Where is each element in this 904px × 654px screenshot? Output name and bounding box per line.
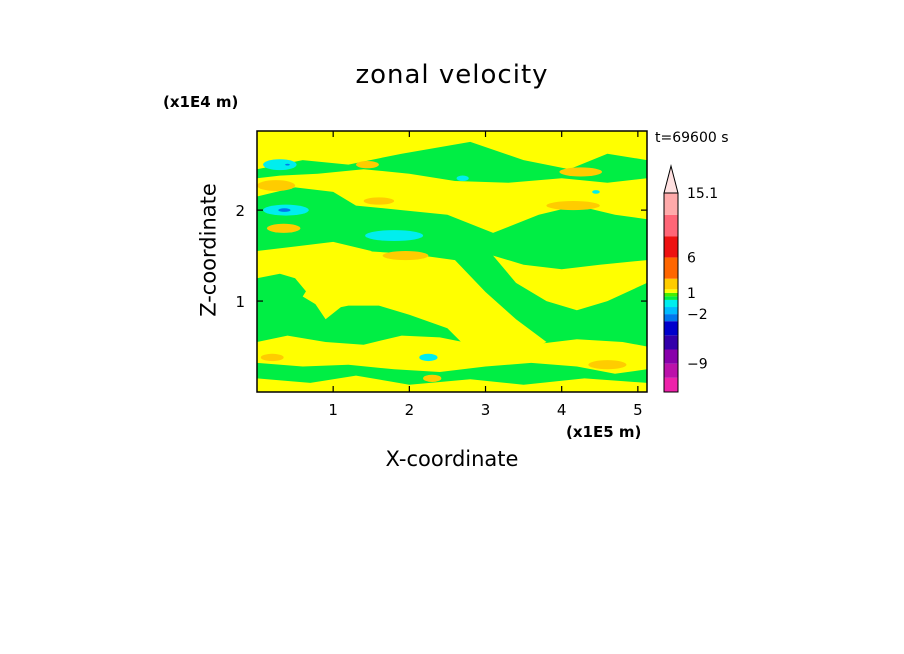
contour-region bbox=[559, 167, 603, 177]
plot-frame bbox=[256, 130, 648, 393]
colorbar-label: 1 bbox=[687, 286, 696, 302]
contour-region bbox=[419, 353, 438, 362]
contour-region bbox=[365, 230, 424, 242]
colorbar-label: −9 bbox=[687, 357, 708, 373]
x-axis: 1 2 3 4 5 bbox=[328, 131, 643, 419]
colorbar-band bbox=[664, 296, 678, 300]
colorbar-label: −2 bbox=[687, 307, 708, 323]
colorbar-label: 15.1 bbox=[687, 186, 718, 202]
contour-region bbox=[257, 169, 647, 233]
contour-field bbox=[257, 131, 647, 392]
colorbar-band bbox=[664, 377, 678, 392]
colorbar-band bbox=[664, 314, 678, 322]
colorbar-band bbox=[664, 335, 678, 350]
colorbar-band bbox=[664, 214, 678, 237]
contour-region bbox=[493, 255, 647, 311]
contour-region bbox=[302, 251, 547, 361]
y-axis-title-wrap: Z-coordinate bbox=[194, 150, 224, 350]
contour-region bbox=[263, 159, 297, 171]
x-tick-label: 3 bbox=[481, 401, 491, 419]
colorbar-label: 6 bbox=[687, 250, 696, 266]
contour-region bbox=[546, 201, 600, 211]
contour-region bbox=[257, 335, 647, 374]
contour-region bbox=[257, 180, 296, 192]
chart-title: zonal velocity bbox=[355, 60, 549, 90]
contour-region bbox=[456, 175, 469, 182]
time-label: t=69600 s bbox=[655, 130, 729, 146]
colorbar-band bbox=[664, 349, 678, 364]
colorbar-band bbox=[664, 363, 678, 378]
y-axis-title: Z-coordinate bbox=[196, 183, 221, 317]
x-axis-unit: (x1E5 m) bbox=[566, 423, 642, 441]
contour-region bbox=[356, 161, 379, 169]
contour-region bbox=[363, 197, 395, 205]
x-tick-label: 2 bbox=[405, 401, 415, 419]
colorbar-extend-arrow bbox=[663, 164, 679, 194]
colorbar-band bbox=[664, 299, 678, 308]
y-axis: 12 bbox=[235, 202, 647, 311]
x-axis-title: X-coordinate bbox=[385, 447, 519, 471]
colorbar-band bbox=[664, 289, 678, 293]
x-tick-label: 1 bbox=[328, 401, 338, 419]
contour-region bbox=[257, 131, 647, 170]
colorbar-band bbox=[664, 193, 678, 215]
colorbar-band bbox=[664, 292, 678, 297]
contour-region bbox=[257, 241, 387, 320]
contour-region bbox=[266, 223, 301, 233]
y-tick-label: 1 bbox=[235, 293, 245, 311]
contour-region bbox=[257, 375, 647, 392]
colorbar-band bbox=[664, 321, 678, 336]
contour-region bbox=[285, 163, 290, 166]
contour-region bbox=[588, 360, 627, 370]
contour-region bbox=[257, 131, 647, 392]
colorbar: 15.1 6 1 −2 −9 bbox=[663, 164, 718, 393]
y-tick-label: 2 bbox=[235, 202, 245, 220]
contour-region bbox=[278, 208, 291, 212]
colorbar-band bbox=[664, 236, 678, 258]
colorbar-frame bbox=[663, 192, 679, 393]
x-tick-label: 4 bbox=[557, 401, 567, 419]
contour-region bbox=[382, 251, 429, 261]
x-tick-label: 5 bbox=[633, 401, 643, 419]
contour-region bbox=[423, 374, 442, 382]
contour-region bbox=[263, 204, 309, 216]
contour-region bbox=[592, 190, 600, 194]
colorbar-band bbox=[664, 257, 678, 279]
contour-region bbox=[260, 353, 284, 362]
y-axis-unit: (x1E4 m) bbox=[163, 93, 239, 111]
colorbar-band bbox=[664, 278, 678, 290]
colorbar-band bbox=[664, 307, 678, 315]
